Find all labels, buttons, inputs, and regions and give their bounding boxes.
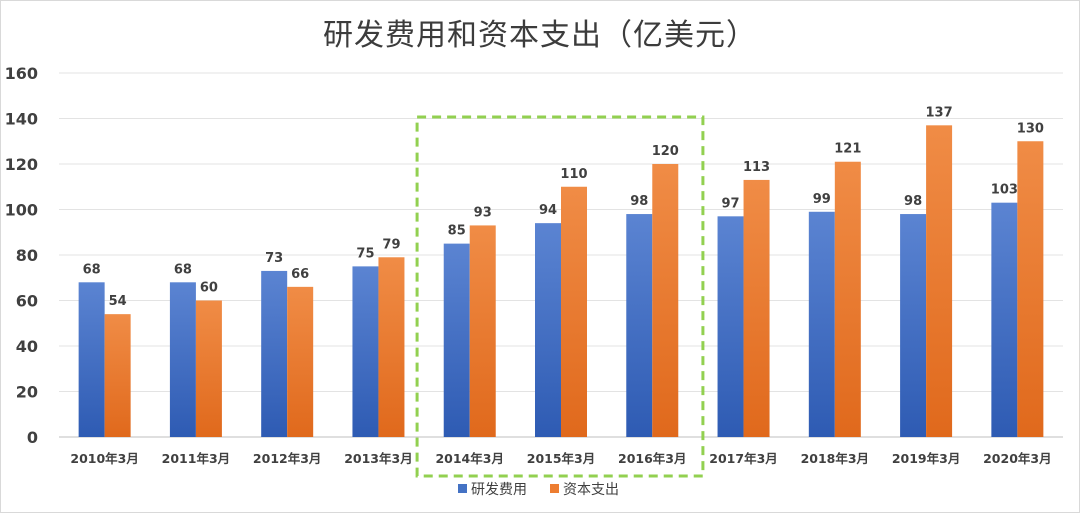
data-label: 54 xyxy=(109,294,127,309)
bar-rd xyxy=(78,282,105,437)
legend-label: 资本支出 xyxy=(563,482,619,498)
bar-rd xyxy=(900,214,927,437)
x-tick-label: 2016年3月 xyxy=(618,451,687,466)
bar-rd xyxy=(352,266,379,437)
bar-rd xyxy=(443,243,470,437)
data-label: 79 xyxy=(382,237,400,252)
bar-capex xyxy=(469,225,496,437)
chart-title: 研发费用和资本支出（亿美元） xyxy=(323,18,757,53)
y-tick-label: 120 xyxy=(5,155,38,174)
data-label: 103 xyxy=(991,183,1018,198)
data-label: 94 xyxy=(539,203,557,218)
data-label: 60 xyxy=(200,281,218,296)
legend-swatch xyxy=(458,484,467,493)
bar-capex xyxy=(1017,141,1044,437)
data-label: 93 xyxy=(474,205,492,220)
bar-capex xyxy=(743,179,770,438)
data-label: 120 xyxy=(652,144,679,159)
bar-rd xyxy=(808,211,835,437)
data-label: 110 xyxy=(560,167,587,182)
highlight-box-group xyxy=(415,115,705,478)
bar-capex xyxy=(926,125,953,437)
x-axis-ticks: 2010年3月 2011年3月 2012年3月 2013年3月 2014年3月 2015年… xyxy=(70,451,1051,466)
legend-swatch xyxy=(550,484,559,493)
bar-rd xyxy=(991,202,1018,437)
x-tick-label: 2015年3月 xyxy=(527,451,596,466)
y-tick-label: 20 xyxy=(16,383,38,402)
x-tick-label: 2019年3月 xyxy=(892,451,961,466)
legend-label: 研发费用 xyxy=(471,482,527,498)
data-label: 121 xyxy=(834,142,861,157)
y-tick-label: 0 xyxy=(27,428,38,447)
x-tick-label: 2014年3月 xyxy=(435,451,504,466)
x-tick-label: 2017年3月 xyxy=(709,451,778,466)
y-tick-label: 40 xyxy=(16,337,38,356)
data-label: 75 xyxy=(356,246,374,261)
bar-capex xyxy=(561,186,587,437)
bar-capex xyxy=(834,161,861,437)
x-tick-label: 2018年3月 xyxy=(801,451,870,466)
legend: 研发费用 资本支出 xyxy=(458,482,619,498)
highlight-box xyxy=(415,115,705,478)
bar-capex xyxy=(104,314,131,437)
data-label: 66 xyxy=(291,267,309,282)
data-label: 137 xyxy=(926,105,953,120)
data-label: 97 xyxy=(721,196,739,211)
bars xyxy=(78,125,1044,438)
bar-capex xyxy=(652,164,679,437)
bar-capex xyxy=(195,300,222,437)
data-label: 113 xyxy=(743,160,770,175)
bar-capex xyxy=(378,257,405,437)
data-label: 68 xyxy=(174,262,192,277)
y-tick-label: 140 xyxy=(5,110,38,129)
bar-rd xyxy=(626,214,653,437)
bar-rd xyxy=(169,282,196,437)
bar-rd xyxy=(535,223,561,437)
x-tick-label: 2020年3月 xyxy=(983,451,1052,466)
x-tick-label: 2012年3月 xyxy=(253,451,322,466)
data-labels: 68 54 68 60 73 66 75 79 85 93 94 110 98 120 97 113 99 121… xyxy=(83,105,1044,309)
y-tick-label: 100 xyxy=(5,201,38,220)
data-label: 99 xyxy=(813,192,831,207)
data-label: 68 xyxy=(83,262,101,277)
data-label: 98 xyxy=(630,194,648,209)
y-tick-label: 80 xyxy=(16,246,38,265)
chart-title-wrap: 研发费用和资本支出（亿美元） xyxy=(0,10,1080,54)
data-label: 85 xyxy=(448,224,466,239)
x-tick-label: 2013年3月 xyxy=(344,451,413,466)
x-tick-label: 2010年3月 xyxy=(70,451,139,466)
data-label: 130 xyxy=(1017,121,1044,136)
bar-capex xyxy=(287,286,314,437)
data-label: 98 xyxy=(904,194,922,209)
y-tick-label: 60 xyxy=(16,292,38,311)
bar-rd xyxy=(261,270,288,437)
x-tick-label: 2011年3月 xyxy=(162,451,231,466)
y-tick-label: 160 xyxy=(5,64,38,83)
data-label: 73 xyxy=(265,251,283,266)
y-axis-ticks: 0 20 40 60 80 100 120 140 160 xyxy=(5,64,38,447)
bar-rd xyxy=(717,216,744,437)
